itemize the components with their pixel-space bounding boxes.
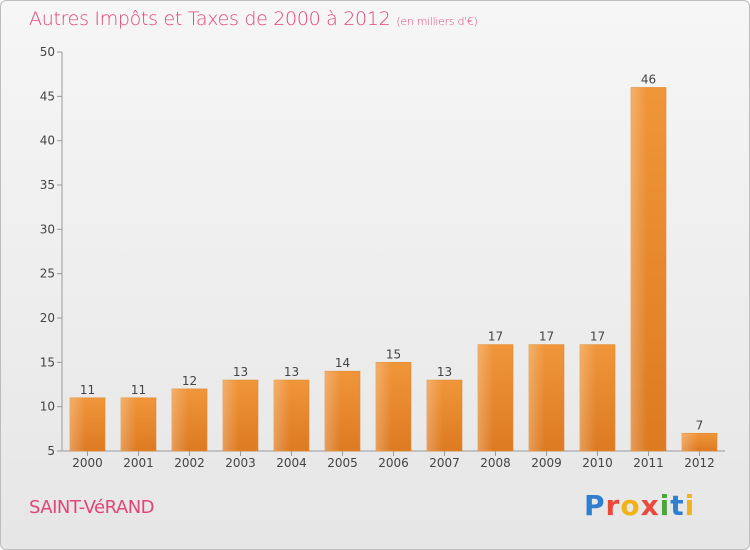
bar-value-label: 17: [539, 330, 554, 344]
bar-highlight: [580, 344, 596, 451]
chart-unit: (en milliers d'€): [396, 15, 478, 28]
bar-highlight: [478, 344, 494, 451]
bar-value-label: 11: [131, 383, 146, 397]
y-tick-label: 40: [40, 134, 55, 148]
bar-highlight: [325, 371, 341, 451]
x-tick-label: 2001: [123, 456, 154, 470]
x-tick-label: 2003: [225, 456, 256, 470]
bar-highlight: [70, 397, 86, 451]
x-tick-label: 2006: [378, 456, 409, 470]
bar-highlight: [631, 87, 647, 451]
logo-letter: t: [670, 489, 685, 522]
bar-value-label: 12: [182, 374, 197, 388]
bar-highlight: [529, 344, 545, 451]
x-tick-label: 2009: [531, 456, 562, 470]
bar-value-label: 13: [284, 365, 299, 379]
bar-highlight: [376, 362, 392, 451]
bar-value-label: 7: [696, 418, 704, 432]
bar-value-label: 11: [80, 383, 95, 397]
y-tick-label: 35: [40, 178, 55, 192]
x-tick-label: 2004: [276, 456, 307, 470]
y-tick-label: 30: [40, 222, 55, 236]
bar-highlight: [121, 397, 137, 451]
x-tick-label: 2002: [174, 456, 205, 470]
bar-highlight: [223, 380, 239, 451]
bar-value-label: 13: [233, 365, 248, 379]
logo-letter: i: [659, 489, 671, 522]
y-tick-label: 15: [40, 355, 55, 369]
y-tick-label: 45: [40, 89, 55, 103]
x-tick-label: 2011: [633, 456, 664, 470]
bar-highlight: [427, 380, 443, 451]
chart-title-text: Autres Impôts et Taxes de 2000 à 2012: [29, 8, 391, 30]
bar-value-label: 15: [386, 347, 401, 361]
y-tick-label: 25: [40, 267, 55, 281]
bar-value-label: 13: [437, 365, 452, 379]
commune-name: SAINT-VéRAND: [29, 497, 155, 518]
chart-title: Autres Impôts et Taxes de 2000 à 2012 (en…: [29, 8, 478, 30]
bar-value-label: 17: [488, 330, 503, 344]
x-tick-label: 2010: [582, 456, 613, 470]
x-tick-label: 2005: [327, 456, 358, 470]
logo-letter: x: [640, 489, 660, 522]
x-tick-label: 2000: [72, 456, 103, 470]
x-tick-label: 2008: [480, 456, 511, 470]
x-tick-label: 2012: [684, 456, 715, 470]
y-tick-label: 50: [40, 45, 55, 59]
logo-letter: P: [584, 489, 606, 522]
y-tick-label: 10: [40, 400, 55, 414]
bar-value-label: 46: [641, 72, 656, 86]
bar-value-label: 14: [335, 356, 350, 370]
logo-letter: r: [605, 489, 621, 522]
bar-highlight: [274, 380, 290, 451]
bar-value-label: 17: [590, 330, 605, 344]
logo-letter: o: [620, 489, 641, 522]
x-tick-label: 2007: [429, 456, 460, 470]
bar-highlight: [682, 433, 698, 451]
bar-highlight: [172, 388, 188, 451]
logo-letter: i: [684, 489, 696, 522]
y-tick-label: 20: [40, 311, 55, 325]
y-tick-label: 5: [47, 444, 55, 458]
proxiti-logo: Proxiti: [584, 489, 695, 522]
